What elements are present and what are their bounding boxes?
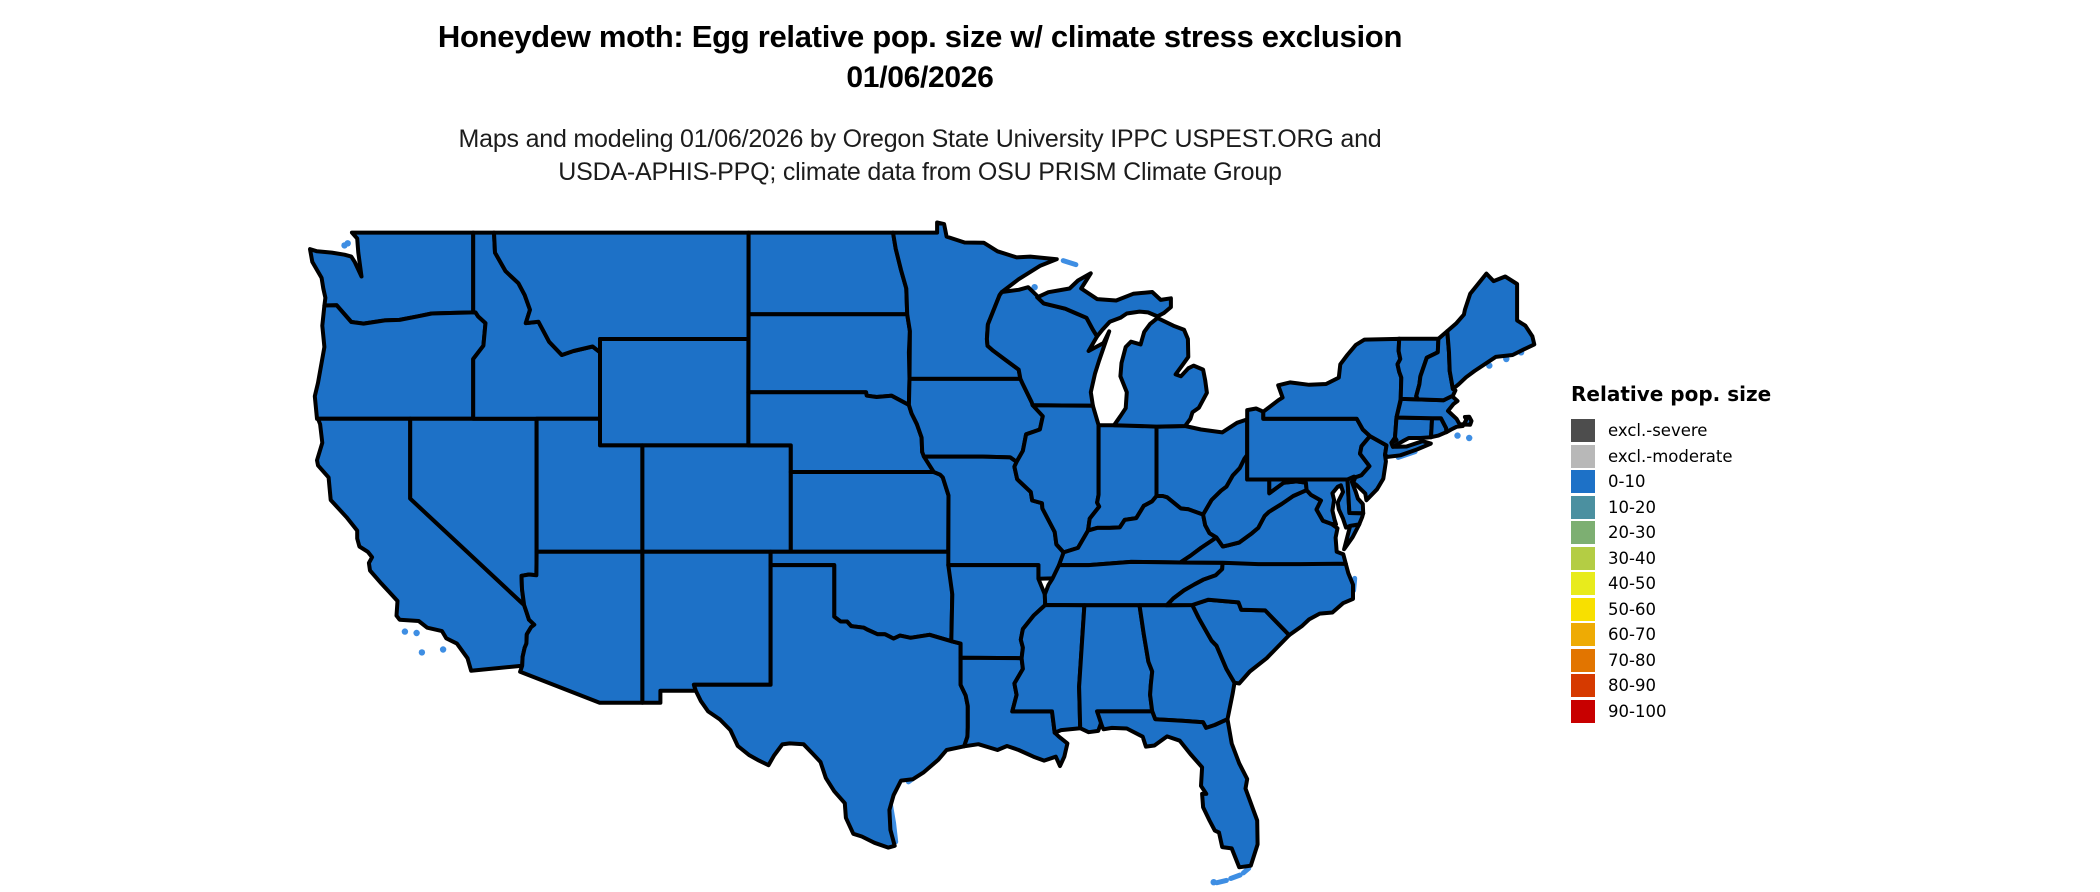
state-MD	[1267, 477, 1366, 530]
legend-swatch	[1571, 699, 1595, 723]
state-OR	[312, 303, 488, 421]
water-island-dot	[401, 628, 409, 635]
legend-swatch	[1571, 521, 1595, 544]
legend-item-70-80: 70-80	[1571, 648, 1771, 672]
state-ME	[1445, 271, 1537, 391]
legend-label: 80-90	[1608, 676, 1656, 695]
legend-label: 0-10	[1608, 472, 1646, 491]
legend-item-20-30: 20-30	[1571, 521, 1771, 544]
legend-item-excl.-severe: excl.-severe	[1571, 419, 1771, 442]
legend-swatch	[1571, 597, 1595, 621]
legend-swatch	[1571, 546, 1595, 570]
legend-label: 50-60	[1608, 599, 1656, 619]
subtitle-line-1: Maps and modeling 01/06/2026 by Oregon S…	[458, 125, 1382, 153]
subtitle: Maps and modeling 01/06/2026 by Oregon S…	[0, 123, 1840, 189]
state-ND	[746, 230, 910, 317]
legend-label: 30-40	[1608, 548, 1656, 568]
water-island-dot	[1454, 432, 1461, 439]
state-NJ	[1351, 434, 1389, 503]
state-MA	[1394, 393, 1474, 435]
state-TX	[691, 563, 970, 850]
legend-item-90-100: 90-100	[1571, 699, 1771, 723]
state-AZ	[518, 549, 645, 705]
state-MI	[1112, 316, 1209, 429]
legend-rows: excl.-severe excl.-moderate 0-10 10-20 20-30…	[1571, 419, 1771, 723]
legend-item-60-70: 60-70	[1571, 623, 1771, 646]
water-island-dot	[1210, 879, 1217, 886]
water-island-dot	[418, 649, 426, 656]
legend-label: excl.-moderate	[1608, 446, 1733, 466]
legend-label: 40-50	[1608, 574, 1656, 593]
water-island-dot	[1466, 434, 1473, 442]
legend-item-10-20: 10-20	[1571, 495, 1771, 519]
legend-item-0-10: 0-10	[1571, 470, 1771, 493]
subtitle-line-2: USDA-APHIS-PPQ; climate data from OSU PR…	[558, 158, 1282, 186]
legend-swatch	[1571, 572, 1595, 595]
state-KS	[788, 470, 951, 554]
legend-item-excl.-moderate: excl.-moderate	[1571, 444, 1771, 468]
water-island-dot	[341, 242, 348, 249]
state-MS	[1010, 603, 1087, 735]
legend-item-40-50: 40-50	[1571, 572, 1771, 595]
legend-label: excl.-severe	[1608, 421, 1708, 440]
legend-swatch	[1571, 648, 1595, 672]
water-island-dot	[1031, 284, 1038, 291]
water-accent	[1214, 877, 1229, 886]
state-NC	[1164, 560, 1355, 638]
legend-label: 70-80	[1608, 650, 1656, 670]
legend-title: Relative pop. size	[1571, 382, 1772, 406]
legend-item-30-40: 30-40	[1571, 546, 1771, 570]
legend-swatch	[1571, 419, 1595, 442]
water-accent	[1240, 865, 1252, 876]
water-island-dot	[413, 629, 420, 637]
legend-label: 60-70	[1608, 625, 1656, 644]
water-accent	[887, 802, 899, 845]
legend-label: 10-20	[1608, 497, 1656, 517]
legend-swatch	[1571, 495, 1595, 519]
legend-swatch	[1571, 674, 1595, 697]
state-FL	[1095, 709, 1260, 870]
water-accent	[1228, 872, 1243, 881]
water-island-dot	[439, 646, 447, 653]
state-MU	[1035, 271, 1173, 339]
state-WY	[598, 337, 751, 448]
header: Honeydew moth: Egg relative pop. size w/…	[0, 18, 1840, 189]
state-CO	[640, 443, 793, 554]
title-date: 01/06/2026	[846, 61, 994, 94]
state-NM	[640, 549, 773, 705]
legend-item-80-90: 80-90	[1571, 674, 1771, 697]
legend-item-50-60: 50-60	[1571, 597, 1771, 621]
legend-swatch	[1571, 444, 1595, 468]
legend: Relative pop. size excl.-severe excl.-mod…	[1571, 382, 1771, 725]
legend-label: 20-30	[1608, 523, 1656, 542]
legend-swatch	[1571, 470, 1595, 493]
page-title: Honeydew moth: Egg relative pop. size w/…	[437, 19, 1403, 54]
legend-label: 90-100	[1608, 701, 1667, 721]
water-accent	[1060, 258, 1079, 268]
legend-swatch	[1571, 623, 1595, 646]
